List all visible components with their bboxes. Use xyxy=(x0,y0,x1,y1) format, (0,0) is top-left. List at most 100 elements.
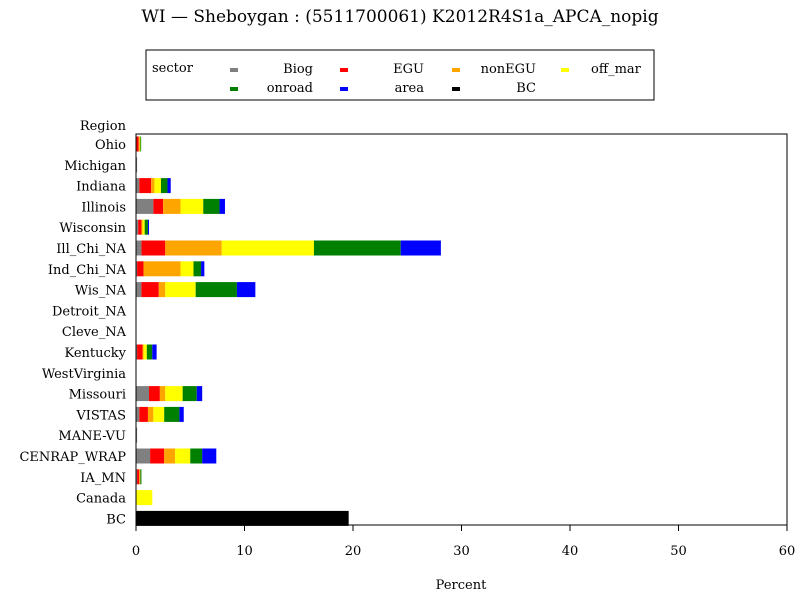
bar-ia-mn-nonegu xyxy=(139,469,141,485)
bar-cenrap-wrap-off_mar xyxy=(175,448,191,464)
bar-wis-na-egu xyxy=(141,282,159,298)
category-labels: Ohio Michigan Indiana Illinois Wisconsin Ill_… xyxy=(19,138,126,527)
x-ticks: 0 10 20 30 40 50 60 xyxy=(132,525,795,559)
category-label: IA_MN xyxy=(80,471,126,486)
category-label: BC xyxy=(106,512,126,527)
category-label: Michigan xyxy=(64,159,126,174)
bar-indiana-off_mar xyxy=(154,178,161,194)
legend-swatch-off_mar xyxy=(561,68,569,72)
bar-ind-chi-na-off_mar xyxy=(180,261,194,277)
bar-michigan-biog xyxy=(136,157,138,173)
bar-missouri-off_mar xyxy=(165,386,183,402)
bar-bc-bc xyxy=(136,510,349,526)
x-tick-label: 10 xyxy=(236,544,253,559)
bar-wisconsin-biog xyxy=(136,219,139,235)
bar-illinois-nonegu xyxy=(163,198,181,214)
legend-swatch-nonegu xyxy=(452,68,460,72)
legend-title: sector xyxy=(152,61,194,76)
legend-swatch-bc xyxy=(452,87,460,91)
category-label: Wisconsin xyxy=(59,221,126,236)
bar-illinois-area xyxy=(219,198,225,214)
bar-wis-na-nonegu xyxy=(158,282,166,298)
bar-wisconsin-egu xyxy=(138,219,142,235)
bar-kentucky-area xyxy=(152,344,157,360)
bar-vistas-off_mar xyxy=(153,406,165,422)
bar-ill-chi-na-egu xyxy=(141,240,166,256)
x-tick-label: 60 xyxy=(779,544,796,559)
bar-wisconsin-off_mar xyxy=(142,219,145,235)
bar-vistas-onroad xyxy=(164,406,180,422)
x-tick-label: 20 xyxy=(345,544,362,559)
bar-ind-chi-na-biog xyxy=(136,261,138,277)
x-tick-label: 40 xyxy=(562,544,579,559)
bar-ia-mn-onroad xyxy=(140,469,142,485)
y-axis-label: Region xyxy=(80,119,127,134)
bar-wisconsin-nonegu xyxy=(141,219,143,235)
bar-wis-na-area xyxy=(236,282,256,298)
category-label: Ill_Chi_NA xyxy=(56,242,126,257)
legend-swatch-onroad xyxy=(230,87,238,91)
bar-wisconsin-onroad xyxy=(144,219,148,235)
bar-kentucky-egu xyxy=(137,344,143,360)
legend-label-off_mar: off_mar xyxy=(591,62,642,77)
bar-illinois-biog xyxy=(136,198,154,214)
bar-ill-chi-na-onroad xyxy=(313,240,401,256)
bar-indiana-area xyxy=(167,178,171,194)
bar-ind-chi-na-onroad xyxy=(193,261,202,277)
plot-frame xyxy=(135,133,788,526)
legend-box xyxy=(145,49,655,101)
bar-ind-chi-na-area xyxy=(201,261,205,277)
bar-ohio-off_mar xyxy=(139,136,141,152)
x-tick-label: 50 xyxy=(670,544,687,559)
bar-vistas-area xyxy=(179,406,184,422)
bar-ill-chi-na-biog xyxy=(136,240,142,256)
bar-missouri-nonegu xyxy=(159,386,166,402)
bars xyxy=(136,136,441,526)
bar-mane-vu-biog xyxy=(136,427,138,443)
bar-ind-chi-na-egu xyxy=(137,261,144,277)
bar-ill-chi-na-nonegu xyxy=(165,240,222,256)
bar-ohio-nonegu xyxy=(138,136,140,152)
bar-ohio-onroad xyxy=(140,136,142,152)
bar-ia-mn-egu xyxy=(137,469,140,485)
legend-swatch-area xyxy=(340,87,348,91)
category-label: Canada xyxy=(76,492,126,507)
category-label: MANE-VU xyxy=(58,429,126,444)
bar-vistas-egu xyxy=(139,406,148,422)
chart-title: WI — Sheboygan : (5511700061) K2012R4S1a… xyxy=(141,7,658,27)
legend-label-area: area xyxy=(395,81,425,96)
bar-missouri-area xyxy=(196,386,203,402)
bar-cenrap-wrap-biog xyxy=(136,448,151,464)
x-tick-label: 30 xyxy=(453,544,470,559)
category-label: VISTAS xyxy=(75,408,126,423)
bar-vistas-biog xyxy=(136,406,140,422)
category-label: Ind_Chi_NA xyxy=(48,263,127,278)
bar-wis-na-off_mar xyxy=(165,282,196,298)
bar-wis-na-biog xyxy=(136,282,142,298)
category-label: Ohio xyxy=(95,138,126,153)
bar-wisconsin-area xyxy=(147,219,150,235)
x-axis-label: Percent xyxy=(436,578,487,593)
category-label: CENRAP_WRAP xyxy=(19,450,126,465)
bar-cenrap-wrap-nonegu xyxy=(164,448,176,464)
bar-indiana-biog xyxy=(136,178,140,194)
bar-ia-mn-biog xyxy=(136,469,138,485)
bar-kentucky-onroad xyxy=(146,344,153,360)
bar-ill-chi-na-area xyxy=(400,240,441,256)
bar-canada-off_mar xyxy=(136,490,153,506)
category-label: Wis_NA xyxy=(75,284,127,299)
legend-label-onroad: onroad xyxy=(267,81,313,96)
bar-missouri-onroad xyxy=(182,386,197,402)
category-label: Cleve_NA xyxy=(62,325,127,340)
bar-missouri-egu xyxy=(149,386,160,402)
bar-cenrap-wrap-area xyxy=(202,448,217,464)
bar-kentucky-off_mar xyxy=(143,344,147,360)
legend-label-biog: Biog xyxy=(283,62,313,77)
bar-cenrap-wrap-onroad xyxy=(190,448,203,464)
legend-label-bc: BC xyxy=(516,81,536,96)
bar-illinois-onroad xyxy=(203,198,220,214)
category-label: WestVirginia xyxy=(42,367,126,382)
bar-indiana-nonegu xyxy=(151,178,155,194)
bar-missouri-biog xyxy=(136,386,150,402)
